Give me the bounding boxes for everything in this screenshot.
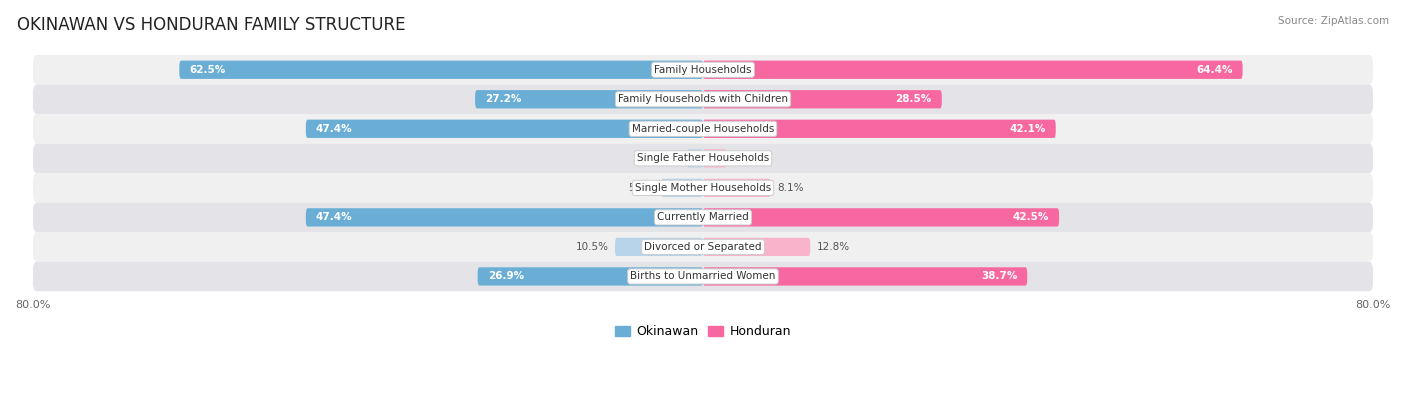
FancyBboxPatch shape [307, 208, 703, 227]
FancyBboxPatch shape [703, 149, 727, 167]
Text: 12.8%: 12.8% [817, 242, 851, 252]
Text: Single Mother Households: Single Mother Households [636, 183, 770, 193]
Text: 27.2%: 27.2% [485, 94, 522, 104]
Text: 8.1%: 8.1% [778, 183, 804, 193]
Text: 47.4%: 47.4% [316, 124, 353, 134]
Text: 64.4%: 64.4% [1197, 65, 1233, 75]
Text: 47.4%: 47.4% [316, 213, 353, 222]
Text: Source: ZipAtlas.com: Source: ZipAtlas.com [1278, 16, 1389, 26]
Text: 38.7%: 38.7% [981, 271, 1017, 282]
FancyBboxPatch shape [703, 60, 1243, 79]
FancyBboxPatch shape [614, 238, 703, 256]
FancyBboxPatch shape [478, 267, 703, 286]
FancyBboxPatch shape [32, 114, 1374, 143]
Text: 42.5%: 42.5% [1012, 213, 1049, 222]
Text: Family Households: Family Households [654, 65, 752, 75]
Text: 42.1%: 42.1% [1010, 124, 1046, 134]
Text: 10.5%: 10.5% [575, 242, 609, 252]
FancyBboxPatch shape [703, 208, 1059, 227]
Text: 62.5%: 62.5% [190, 65, 225, 75]
Text: OKINAWAN VS HONDURAN FAMILY STRUCTURE: OKINAWAN VS HONDURAN FAMILY STRUCTURE [17, 16, 405, 34]
FancyBboxPatch shape [703, 267, 1028, 286]
FancyBboxPatch shape [475, 90, 703, 108]
Text: 1.9%: 1.9% [654, 153, 681, 163]
Text: 2.8%: 2.8% [733, 153, 759, 163]
FancyBboxPatch shape [703, 238, 810, 256]
FancyBboxPatch shape [32, 55, 1374, 85]
FancyBboxPatch shape [688, 149, 703, 167]
FancyBboxPatch shape [307, 120, 703, 138]
FancyBboxPatch shape [32, 85, 1374, 114]
Text: Single Father Households: Single Father Households [637, 153, 769, 163]
FancyBboxPatch shape [703, 90, 942, 108]
Text: Married-couple Households: Married-couple Households [631, 124, 775, 134]
FancyBboxPatch shape [703, 120, 1056, 138]
FancyBboxPatch shape [32, 232, 1374, 261]
FancyBboxPatch shape [32, 261, 1374, 291]
FancyBboxPatch shape [180, 60, 703, 79]
FancyBboxPatch shape [32, 173, 1374, 203]
Legend: Okinawan, Honduran: Okinawan, Honduran [610, 320, 796, 343]
Text: 26.9%: 26.9% [488, 271, 524, 282]
Text: 28.5%: 28.5% [896, 94, 932, 104]
Text: Divorced or Separated: Divorced or Separated [644, 242, 762, 252]
FancyBboxPatch shape [703, 179, 770, 197]
FancyBboxPatch shape [32, 143, 1374, 173]
Text: Currently Married: Currently Married [657, 213, 749, 222]
FancyBboxPatch shape [32, 203, 1374, 232]
Text: Family Households with Children: Family Households with Children [619, 94, 787, 104]
Text: 5.0%: 5.0% [628, 183, 654, 193]
FancyBboxPatch shape [661, 179, 703, 197]
Text: Births to Unmarried Women: Births to Unmarried Women [630, 271, 776, 282]
